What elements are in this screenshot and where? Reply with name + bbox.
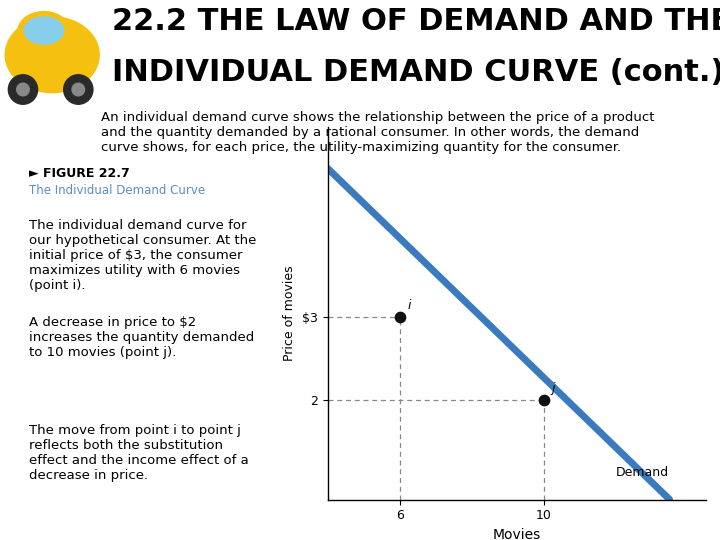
Ellipse shape bbox=[24, 17, 63, 44]
Text: The individual demand curve for
our hypothetical consumer. At the
initial price : The individual demand curve for our hypo… bbox=[29, 219, 256, 292]
Text: An individual demand curve shows the relationship between the price of a product: An individual demand curve shows the rel… bbox=[101, 111, 654, 154]
Circle shape bbox=[72, 83, 84, 96]
Point bbox=[394, 313, 405, 322]
Text: i: i bbox=[408, 299, 411, 312]
Text: Demand: Demand bbox=[616, 466, 669, 479]
Circle shape bbox=[17, 83, 30, 96]
Text: Copyright ©2014 Pearson Education, Inc. All rights reserved.: Copyright ©2014 Pearson Education, Inc. … bbox=[14, 520, 355, 530]
Circle shape bbox=[9, 75, 37, 104]
Text: A decrease in price to $2
increases the quantity demanded
to 10 movies (point j): A decrease in price to $2 increases the … bbox=[29, 316, 254, 359]
Y-axis label: Price of movies: Price of movies bbox=[284, 265, 297, 361]
Circle shape bbox=[63, 75, 93, 104]
Ellipse shape bbox=[18, 11, 70, 52]
Text: ► FIGURE 22.7: ► FIGURE 22.7 bbox=[29, 167, 130, 180]
Text: 22-12: 22-12 bbox=[673, 520, 706, 530]
X-axis label: Movies: Movies bbox=[492, 528, 541, 540]
Text: INDIVIDUAL DEMAND CURVE (cont.): INDIVIDUAL DEMAND CURVE (cont.) bbox=[112, 58, 720, 87]
Point bbox=[538, 396, 549, 404]
Text: 22.2 THE LAW OF DEMAND AND THE: 22.2 THE LAW OF DEMAND AND THE bbox=[112, 8, 720, 36]
Text: j: j bbox=[552, 382, 555, 395]
Ellipse shape bbox=[5, 17, 99, 93]
Text: The Individual Demand Curve: The Individual Demand Curve bbox=[29, 184, 205, 197]
Text: The move from point i to point j
reflects both the substitution
effect and the i: The move from point i to point j reflect… bbox=[29, 424, 248, 482]
